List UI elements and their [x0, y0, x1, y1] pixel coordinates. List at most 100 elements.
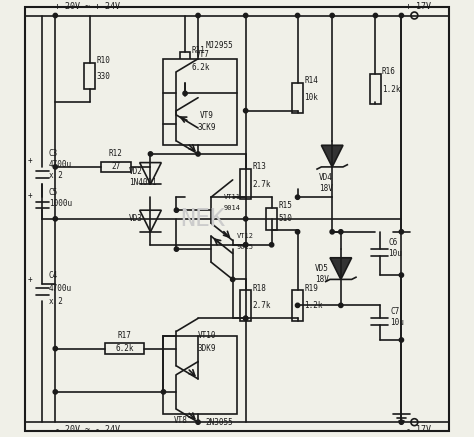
Circle shape [399, 273, 403, 277]
Bar [292, 290, 303, 320]
Text: 9014: 9014 [224, 205, 241, 211]
Bar [164, 336, 237, 413]
Text: 2.7k: 2.7k [252, 180, 271, 189]
Text: 2.7k: 2.7k [252, 301, 271, 310]
Text: VD3: VD3 [129, 214, 143, 223]
Bar [240, 290, 251, 320]
Circle shape [295, 303, 300, 308]
Circle shape [244, 217, 248, 221]
Circle shape [399, 230, 403, 234]
Text: R14: R14 [304, 76, 318, 85]
Bar [266, 208, 277, 230]
Text: R19: R19 [304, 284, 318, 292]
Text: 18V: 18V [319, 184, 333, 193]
Circle shape [53, 165, 57, 169]
Text: 27: 27 [111, 163, 120, 171]
Polygon shape [330, 258, 352, 279]
Text: +: + [27, 275, 32, 284]
Circle shape [269, 243, 274, 247]
Circle shape [148, 152, 153, 156]
Text: - 20V ~ - 24V: - 20V ~ - 24V [55, 426, 120, 434]
Text: VD4: VD4 [319, 173, 333, 182]
Text: 10k: 10k [304, 93, 318, 102]
Bar [180, 52, 191, 83]
Circle shape [244, 316, 248, 320]
Circle shape [330, 230, 334, 234]
Circle shape [399, 338, 403, 342]
Text: C4: C4 [49, 271, 58, 280]
Text: 3DK9: 3DK9 [198, 344, 216, 353]
Text: 1N4001: 1N4001 [129, 177, 156, 187]
Text: NEK: NEK [180, 207, 225, 231]
Circle shape [174, 247, 179, 251]
Text: VD2: VD2 [129, 167, 143, 176]
Circle shape [161, 390, 165, 394]
Bar [370, 74, 381, 104]
Circle shape [244, 108, 248, 113]
Text: 18V: 18V [315, 275, 329, 284]
Circle shape [53, 390, 57, 394]
Text: 6.2k: 6.2k [115, 344, 134, 353]
Polygon shape [140, 210, 161, 232]
Circle shape [53, 14, 57, 17]
Text: 510: 510 [278, 214, 292, 223]
Text: x 2: x 2 [49, 171, 63, 180]
Text: C6: C6 [388, 238, 398, 247]
Text: R16: R16 [382, 67, 396, 76]
Circle shape [196, 152, 200, 156]
Circle shape [53, 217, 57, 221]
Text: C3: C3 [49, 149, 58, 159]
Bar [292, 83, 303, 113]
Text: R18: R18 [252, 284, 266, 292]
Text: VT8: VT8 [174, 416, 188, 424]
Text: 6.2k: 6.2k [191, 63, 210, 72]
Text: R15: R15 [278, 201, 292, 210]
Circle shape [244, 243, 248, 247]
Text: R11: R11 [191, 45, 205, 55]
Bar [105, 343, 144, 354]
Text: C5: C5 [49, 188, 58, 198]
Circle shape [295, 14, 300, 17]
Text: 1000u: 1000u [49, 199, 72, 208]
Text: VT9: VT9 [200, 111, 214, 119]
Text: VT10: VT10 [198, 331, 216, 340]
Text: R13: R13 [252, 163, 266, 171]
Polygon shape [321, 145, 343, 167]
Text: C7: C7 [391, 307, 400, 316]
Text: + 17V: + 17V [406, 2, 431, 11]
Text: +: + [27, 191, 32, 200]
Text: x 2: x 2 [49, 297, 63, 305]
Text: 1.2k: 1.2k [304, 301, 322, 310]
Circle shape [330, 14, 334, 17]
Text: 330: 330 [96, 72, 110, 80]
Text: 1.2k: 1.2k [382, 84, 401, 94]
Text: 4700u: 4700u [49, 284, 72, 292]
Circle shape [196, 14, 200, 17]
Circle shape [374, 14, 378, 17]
Text: VT12: VT12 [237, 233, 254, 239]
Bar [100, 162, 131, 172]
Text: 9015: 9015 [237, 244, 254, 250]
Circle shape [295, 195, 300, 199]
Text: 4700u: 4700u [49, 160, 72, 169]
Text: MJ2955: MJ2955 [206, 41, 234, 50]
Bar [240, 169, 251, 199]
Text: R17: R17 [118, 331, 131, 340]
Bar [164, 59, 237, 145]
Circle shape [295, 230, 300, 234]
Circle shape [338, 230, 343, 234]
Circle shape [183, 91, 187, 96]
Circle shape [244, 14, 248, 17]
Circle shape [399, 420, 403, 424]
Text: VD5: VD5 [315, 264, 329, 273]
Circle shape [230, 277, 235, 281]
Text: VT7: VT7 [195, 50, 210, 59]
Circle shape [53, 347, 57, 351]
Text: 10u: 10u [391, 318, 404, 327]
Polygon shape [140, 163, 161, 184]
Text: 10u: 10u [388, 249, 402, 258]
Text: - 17V: - 17V [406, 426, 431, 434]
Circle shape [244, 316, 248, 320]
Circle shape [399, 14, 403, 17]
Text: 3CK9: 3CK9 [198, 124, 216, 132]
